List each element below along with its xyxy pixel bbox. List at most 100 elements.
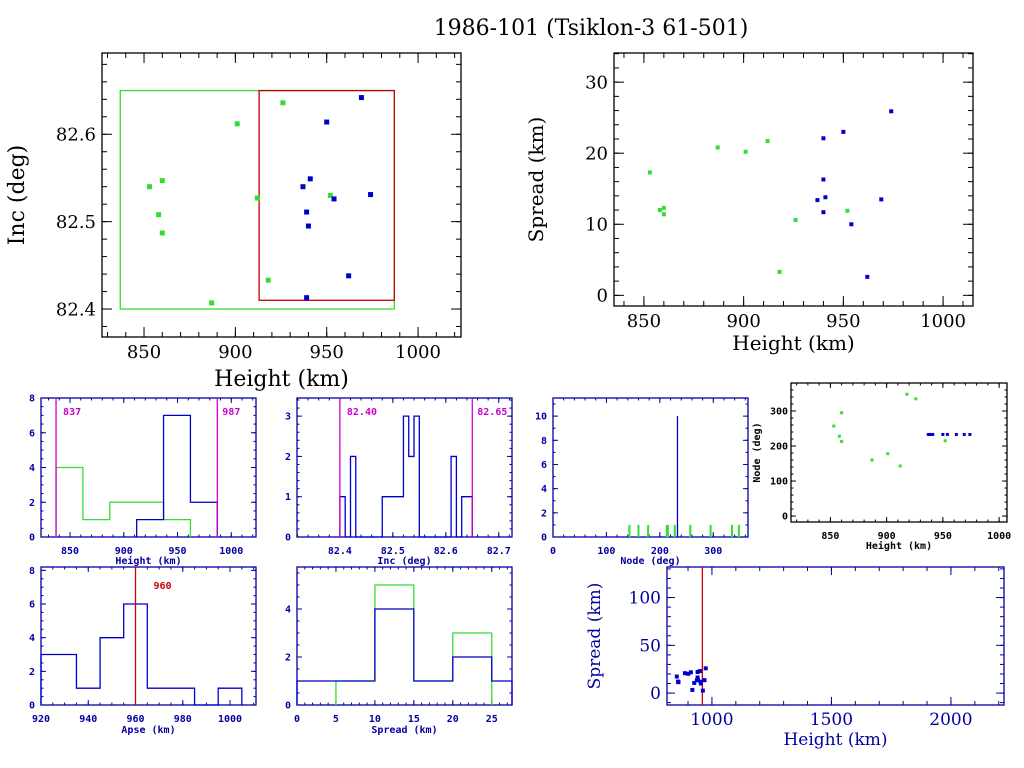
y-tick-label: 10 (535, 412, 547, 423)
x-tick-label: 900 (218, 342, 252, 363)
marker-label: 82.65 (477, 407, 507, 418)
x-axis-label: Node (deg) (620, 556, 680, 567)
data-point-blue (690, 687, 695, 692)
x-tick-label: 900 (878, 531, 896, 542)
data-point-blue (849, 222, 854, 227)
data-point-blue (358, 95, 364, 101)
x-tick-label: 82.6 (434, 546, 458, 557)
y-tick-label: 0 (782, 512, 788, 523)
y-tick-label: 4 (29, 633, 35, 644)
plot-frame (40, 566, 257, 706)
y-tick-label: 0 (29, 533, 35, 544)
x-tick-label: 1000 (690, 710, 733, 730)
data-point-green (280, 100, 286, 106)
x-tick-label: 950 (826, 311, 860, 332)
data-point-green (845, 208, 850, 213)
y-tick-label: 2 (29, 667, 35, 678)
x-tick-label: 950 (934, 531, 952, 542)
spread-histogram-panel: 0 5 10 15 20 25 0 2 4 Spread (km) (285, 566, 513, 736)
data-point-blue (926, 432, 930, 436)
data-point-green (254, 195, 260, 201)
plot-frame (296, 397, 513, 538)
x-axis-label: Inc (deg) (377, 556, 431, 567)
x-axis-label: Height (km) (866, 540, 932, 552)
data-point-green (661, 212, 666, 217)
x-tick-label: 15 (408, 714, 420, 725)
data-point-blue (695, 677, 700, 682)
y-tick-label: 200 (770, 442, 788, 453)
y-tick-label: 8 (29, 566, 35, 577)
x-tick-label: 1000 (219, 546, 243, 557)
data-point-blue (962, 432, 966, 436)
data-point-blue (841, 129, 846, 134)
data-point-blue (879, 197, 884, 202)
x-tick-label: 950 (310, 342, 344, 363)
data-point-green (147, 184, 153, 190)
plot-frame (613, 52, 974, 307)
y-tick-label: 82.6 (56, 125, 96, 146)
histogram-green-series (55, 466, 192, 537)
x-tick-label: 1000 (395, 342, 441, 363)
y-tick-label: 1 (285, 492, 291, 503)
x-tick-label: 900 (726, 311, 760, 332)
data-point-green (661, 205, 666, 210)
x-tick-label: 1000 (218, 714, 242, 725)
y-tick-label: 2 (285, 452, 291, 463)
data-point-blue (300, 184, 306, 190)
data-point-green (943, 439, 947, 443)
x-tick-label: 200 (651, 546, 669, 557)
data-point-blue (815, 198, 820, 203)
data-point-blue (968, 432, 972, 436)
y-axis-label: Node (deg) (752, 422, 763, 482)
data-point-blue (698, 681, 703, 686)
y-tick-label: 4 (29, 463, 35, 474)
data-point-green (840, 439, 844, 443)
marker-label: 987 (222, 407, 240, 418)
x-tick-label: 1000 (920, 311, 966, 332)
data-point-blue (368, 192, 374, 198)
y-tick-label: 3 (285, 412, 291, 423)
x-tick-label: 960 (126, 714, 144, 725)
y-tick-label: 100 (770, 477, 788, 488)
node-vs-height-panel: 850 900 950 1000 0 100 200 300 Height (km) Node (… (752, 382, 1011, 552)
y-tick-label: 8 (541, 436, 547, 447)
data-point-blue (695, 675, 700, 680)
x-tick-label: 850 (127, 342, 161, 363)
marker-label: 82.40 (347, 407, 377, 418)
data-point-green (159, 230, 165, 236)
y-tick-label: 2 (541, 508, 547, 519)
data-point-green (837, 434, 841, 438)
y-tick-label: 6 (541, 460, 547, 471)
data-point-blue (686, 671, 691, 676)
data-point-green (209, 300, 215, 306)
data-point-green (840, 411, 844, 415)
data-point-green (886, 452, 890, 456)
data-point-green (234, 121, 240, 127)
y-tick-label: 20 (585, 144, 608, 165)
histogram-blue-series (40, 603, 243, 706)
data-point-green (870, 458, 874, 462)
data-point-blue (697, 669, 702, 674)
plot-frame (296, 566, 513, 706)
y-tick-label: 0 (541, 533, 547, 544)
data-point-blue (941, 432, 945, 436)
data-point-green (156, 212, 162, 218)
data-point-blue (304, 295, 310, 301)
y-tick-label: 4 (285, 605, 291, 616)
data-point-green (914, 397, 918, 401)
data-point-blue (674, 674, 679, 679)
y-tick-label: 8 (29, 394, 35, 405)
marker-label: 837 (63, 407, 81, 418)
data-point-blue (821, 136, 826, 141)
data-point-green (898, 464, 902, 468)
x-tick-label: 82.5 (381, 546, 405, 557)
y-tick-label: 10 (585, 215, 608, 236)
data-point-blue (931, 432, 935, 436)
data-point-blue (821, 210, 826, 215)
data-point-green (647, 170, 652, 175)
x-axis-label: Height (km) (115, 555, 181, 567)
data-point-blue (692, 680, 697, 685)
data-point-green (765, 139, 770, 144)
x-tick-label: 2000 (929, 710, 972, 730)
